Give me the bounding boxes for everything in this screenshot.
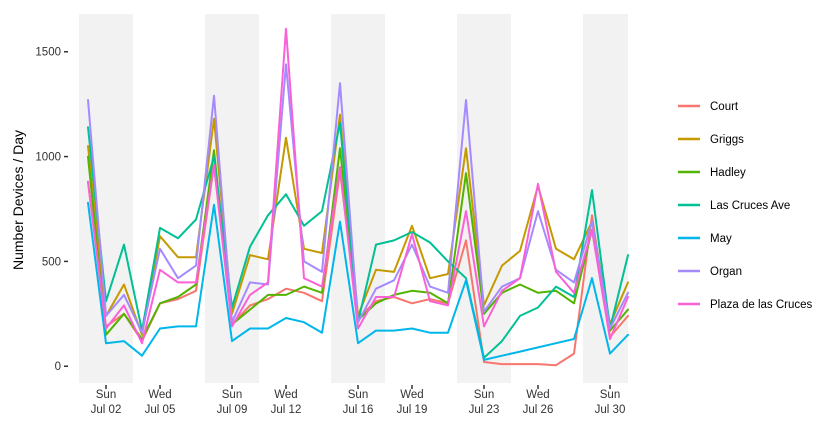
- series-line-plaza-de-las-cruces: [87, 27, 629, 345]
- x-tick-date-label: Jul 23: [469, 404, 500, 416]
- x-tick-day-label: Sun: [222, 389, 242, 401]
- x-tick-day-label: Wed: [526, 389, 549, 401]
- y-axis-title: Number Devices / Day: [10, 130, 26, 270]
- x-tick-day-label: Sun: [96, 389, 116, 401]
- x-tick-day-label: Sun: [600, 389, 620, 401]
- y-tick-label: 1500: [35, 47, 61, 59]
- x-tick-day-label: Wed: [400, 389, 423, 401]
- series-line-may: [87, 201, 629, 361]
- legend-label-may: May: [710, 233, 732, 245]
- legend-label-court: Court: [710, 101, 739, 113]
- x-tick-date-label: Jul 09: [217, 404, 248, 416]
- x-tick-day-label: Sun: [474, 389, 494, 401]
- legend-label-griggs: Griggs: [710, 134, 744, 146]
- legend-label-plaza-de-las-cruces: Plaza de las Cruces: [710, 299, 813, 311]
- x-tick-day-label: Sun: [348, 389, 368, 401]
- x-tick-day-label: Wed: [274, 389, 297, 401]
- weekend-band-3: [457, 14, 511, 383]
- y-tick-label: 0: [55, 361, 61, 373]
- legend: Court Griggs Hadley Las Cruces Ave May Organ P…: [678, 101, 813, 311]
- x-tick-date-label: Jul 26: [523, 404, 554, 416]
- x-tick-day-label: Wed: [148, 389, 171, 401]
- legend-label-hadley: Hadley: [710, 167, 746, 179]
- x-tick-date-label: Jul 30: [595, 404, 626, 416]
- legend-label-organ: Organ: [710, 266, 742, 278]
- x-tick-date-label: Jul 19: [397, 404, 428, 416]
- x-axis: Sun Jul 02 Wed Jul 05 Sun Jul 09 Wed Jul 12 Sun J…: [91, 385, 626, 416]
- y-axis: 0 500 1000 1500: [35, 47, 68, 373]
- y-tick-label: 500: [42, 256, 61, 268]
- series-lines: [87, 27, 629, 367]
- x-tick-date-label: Jul 05: [145, 404, 176, 416]
- y-tick-label: 1000: [35, 152, 61, 164]
- x-tick-date-label: Jul 12: [271, 404, 302, 416]
- x-tick-date-label: Jul 02: [91, 404, 122, 416]
- legend-label-las-cruces-ave: Las Cruces Ave: [710, 200, 790, 212]
- x-tick-date-label: Jul 16: [343, 404, 374, 416]
